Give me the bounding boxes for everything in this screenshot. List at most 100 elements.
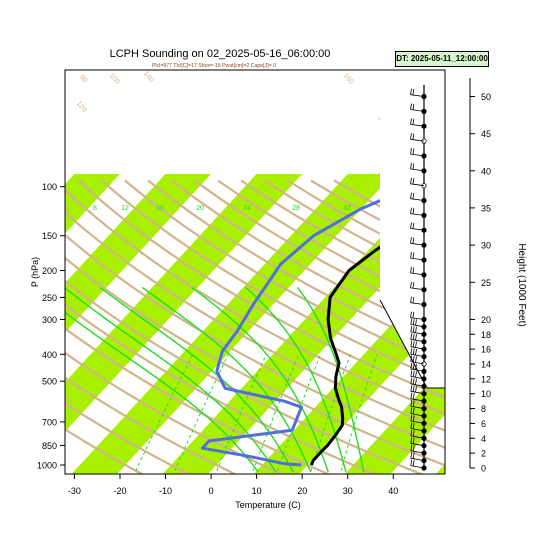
wind-barb-flag — [412, 348, 415, 355]
wind-barb — [410, 435, 425, 439]
axes: -30 -20 -10 0 10 20 30 401001502002503004005007… — [37, 92, 491, 496]
height-tick-label: 20 — [481, 315, 491, 325]
wind-barb — [410, 413, 425, 417]
wind-barb-flag — [412, 445, 415, 452]
wind-barb-flag — [415, 371, 417, 378]
dry-adiabat — [65, 376, 238, 474]
wind-barb-flag — [410, 377, 413, 384]
dry-adiabat — [65, 279, 425, 474]
wind-barb-flag — [410, 392, 413, 399]
wind-barb-flag — [410, 162, 412, 170]
wind-barb-flag — [412, 88, 415, 96]
y-tick-label: 300 — [42, 315, 57, 325]
wind-barb-flag — [412, 452, 415, 459]
moist-adiabat-label: 20 — [196, 205, 204, 212]
wind-barb-flag — [412, 222, 415, 229]
wind-barb-flag — [415, 326, 417, 333]
dry-adiabat-label: 80 — [78, 74, 88, 85]
wind-barb-flag — [410, 281, 412, 288]
y-tick-label: 100 — [42, 182, 57, 192]
wind-barb-flag — [412, 178, 415, 185]
wind-barb-flag — [412, 311, 415, 318]
dry-adiabat — [65, 303, 378, 474]
height-tick-label: 18 — [481, 330, 491, 340]
wind-barb — [410, 213, 425, 216]
wind-barb-flag — [415, 386, 417, 393]
x-tick-label: -10 — [159, 486, 172, 496]
wind-barb — [410, 198, 425, 201]
height-tick-label: 2 — [481, 449, 486, 459]
wind-barb — [410, 94, 425, 97]
height-tick-label: 40 — [481, 166, 491, 176]
height-tick-label: 30 — [481, 241, 491, 251]
dry-adiabat — [65, 256, 445, 467]
isotherm-label: -20 — [59, 395, 74, 410]
isotherm-band — [162, 174, 445, 474]
y-tick-label: 200 — [42, 266, 57, 276]
wind-barb-flag — [410, 362, 413, 370]
mixing-ratio-line — [216, 354, 267, 472]
y-tick-label: 850 — [42, 441, 57, 451]
x-tick-label: 30 — [343, 486, 353, 496]
isotherm-band — [344, 365, 445, 474]
wind-barb-flag — [412, 341, 415, 348]
y-tick-label: 150 — [42, 231, 57, 241]
wind-barb — [410, 368, 425, 372]
wind-barb — [410, 353, 425, 357]
wind-barb-flag — [412, 422, 415, 429]
isotherm-band — [65, 174, 211, 333]
y-tick-label: 1000 — [37, 461, 57, 471]
wind-barb-flag — [410, 385, 413, 392]
x-axis-title: Temperature (C) — [235, 500, 301, 510]
x-tick-label: 40 — [388, 486, 398, 496]
moist-adiabat-label: 28 — [292, 205, 300, 212]
wind-barb-flag — [415, 356, 417, 363]
x-tick-label: 20 — [297, 486, 307, 496]
height-tick-label: 6 — [481, 419, 486, 429]
isotherm-band — [0, 174, 29, 477]
dry-adiabat — [65, 327, 331, 474]
wind-barb-flag — [410, 192, 412, 199]
height-axis-title: Height (1000 Feet) — [516, 243, 527, 326]
height-tick-label: 50 — [481, 92, 491, 102]
plot-frame — [64, 69, 446, 475]
dry-adiabat — [65, 188, 445, 416]
x-tick-label: -30 — [68, 486, 81, 496]
dry-adiabat — [124, 179, 445, 368]
moist-adiabat — [65, 286, 277, 473]
moist-adiabat — [191, 286, 329, 473]
height-tick-label: 45 — [481, 129, 491, 139]
wind-barb-flag — [410, 237, 412, 244]
wind-barb-flag — [410, 133, 412, 140]
wind-barb-flag — [415, 319, 417, 326]
wind-barb-flag — [415, 363, 417, 370]
mixing-ratio-line — [340, 354, 378, 472]
wind-barb-flag — [410, 318, 413, 325]
wind-barb-flag — [410, 148, 412, 155]
wind-barb-flag — [415, 334, 417, 341]
isotherm-band — [65, 174, 303, 432]
wind-barb — [410, 338, 425, 343]
mixing-ratio-line — [277, 354, 322, 472]
wind-barb — [410, 457, 425, 461]
chart-subtitle: Plcl=977 Tlcl[C]=17 Shox=-15 Pwat[cm]=2 … — [152, 63, 276, 69]
wind-barb — [410, 383, 425, 387]
wind-barb-flag — [412, 163, 415, 170]
wind-barb-flag — [410, 266, 412, 274]
wind-barb-flag — [412, 318, 415, 325]
dry-adiabat — [170, 179, 445, 338]
y-tick-label: 250 — [42, 293, 57, 303]
wind-barb-flag — [410, 311, 412, 318]
wind-barb-flag — [410, 429, 413, 436]
dry-adiabat — [65, 210, 445, 432]
wind-barb-flag — [412, 333, 415, 340]
wind-barb-flag — [410, 407, 413, 414]
mixing-ratio-line — [135, 354, 194, 472]
wind-barb — [410, 124, 425, 127]
wind-barb-flag — [410, 422, 413, 429]
dry-adiabat — [100, 179, 445, 383]
wind-barb-flag — [410, 340, 413, 347]
moist-adiabat — [297, 286, 365, 473]
moist-adiabat-label: 12 — [121, 205, 129, 212]
dewpoint-line — [200, 185, 414, 467]
